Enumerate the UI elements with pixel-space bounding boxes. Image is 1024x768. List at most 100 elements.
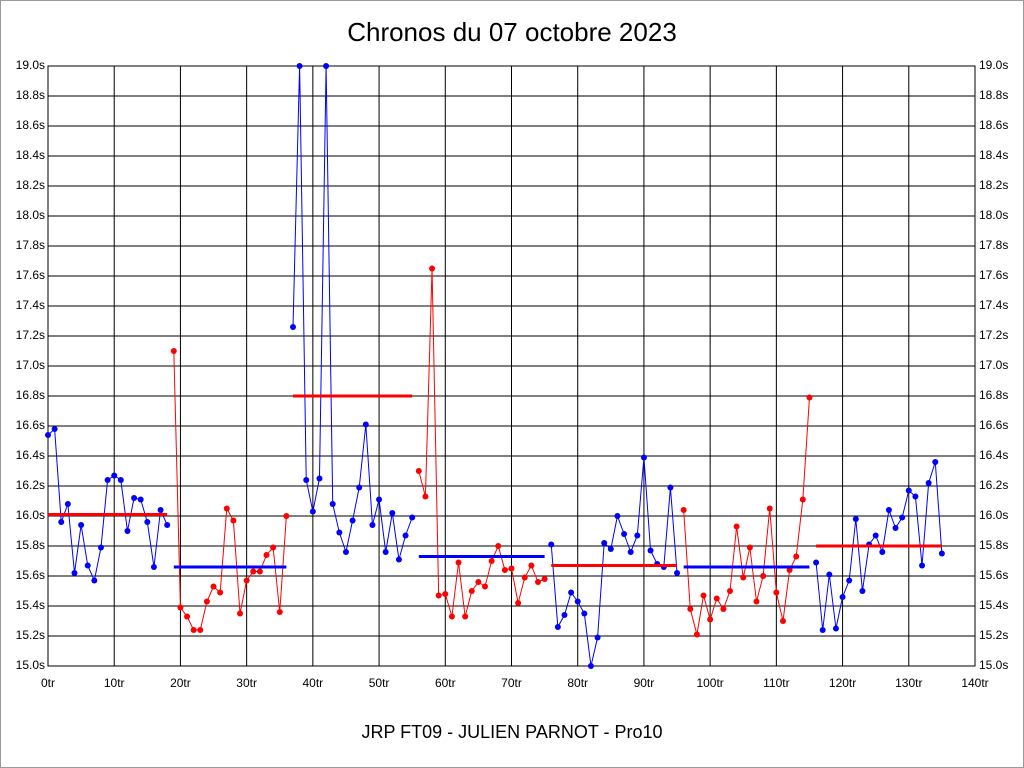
data-point <box>647 547 654 554</box>
data-point <box>852 516 859 522</box>
data-point <box>164 522 171 528</box>
data-point <box>283 513 290 519</box>
y-tick-label-right: 17.2s <box>979 328 1008 342</box>
data-point <box>382 549 389 555</box>
data-point <box>217 589 224 596</box>
x-tick-label: 100tr <box>696 676 723 690</box>
data-point <box>190 627 197 633</box>
y-tick-label-right: 17.0s <box>979 358 1008 372</box>
data-point <box>256 568 263 575</box>
y-tick-label-right: 15.0s <box>979 658 1008 672</box>
data-point <box>832 625 839 632</box>
data-point <box>263 552 270 558</box>
data-point <box>885 507 892 513</box>
y-tick-label-right: 18.2s <box>979 178 1008 192</box>
data-point <box>779 618 786 624</box>
data-point <box>64 501 71 507</box>
data-point <box>475 579 482 585</box>
y-tick-label-right: 17.8s <box>979 238 1008 252</box>
x-tick-label: 0tr <box>41 676 55 690</box>
data-point <box>448 613 455 620</box>
y-tick-label-right: 16.6s <box>979 418 1008 432</box>
data-point <box>184 613 191 620</box>
data-point <box>223 505 230 512</box>
data-point <box>45 432 51 438</box>
y-tick-label-right: 15.2s <box>979 628 1008 642</box>
data-point <box>508 565 515 572</box>
data-point <box>826 571 833 578</box>
data-point <box>819 627 826 633</box>
y-tick-label: 18.6s <box>16 118 45 132</box>
y-tick-label-right: 15.6s <box>979 568 1008 582</box>
data-point <box>389 510 396 516</box>
data-point <box>707 616 714 623</box>
data-point <box>349 517 356 524</box>
data-point <box>925 480 932 486</box>
data-point <box>528 562 535 569</box>
data-point <box>369 522 376 528</box>
data-point <box>157 507 164 513</box>
data-point <box>799 496 806 503</box>
y-tick-label: 19.0s <box>16 58 45 72</box>
data-point <box>289 324 296 330</box>
y-tick-label: 15.8s <box>16 538 45 552</box>
data-point <box>621 531 628 537</box>
y-tick-label-right: 15.4s <box>979 598 1008 612</box>
data-point <box>813 559 820 566</box>
data-point <box>614 513 621 519</box>
data-point <box>733 523 740 530</box>
data-point <box>309 508 316 515</box>
y-tick-label-right: 16.2s <box>979 478 1008 492</box>
y-tick-label: 16.4s <box>16 448 45 462</box>
data-point <box>124 528 131 534</box>
data-point <box>753 598 760 605</box>
data-point <box>640 454 647 461</box>
data-point <box>237 610 244 617</box>
data-point <box>243 577 250 584</box>
data-point <box>270 544 277 551</box>
data-point <box>104 477 111 483</box>
chart-title: Chronos du 07 octobre 2023 <box>347 17 677 47</box>
data-point <box>561 612 568 618</box>
data-point <box>84 562 91 569</box>
data-point <box>144 519 151 525</box>
data-point <box>468 588 475 594</box>
data-point <box>760 573 767 579</box>
data-point <box>919 562 926 569</box>
data-point <box>482 583 489 590</box>
data-point <box>515 600 522 606</box>
data-point <box>429 265 436 272</box>
data-point <box>720 606 727 612</box>
data-point <box>521 574 528 581</box>
x-tick-label: 80tr <box>567 676 588 690</box>
y-tick-label: 17.4s <box>16 298 45 312</box>
data-point <box>879 549 886 555</box>
data-point <box>746 544 753 551</box>
x-tick-label: 20tr <box>170 676 191 690</box>
data-point <box>905 487 912 494</box>
data-point <box>276 609 283 615</box>
data-point <box>329 501 336 507</box>
data-point <box>51 426 58 432</box>
data-point <box>150 564 157 570</box>
data-point <box>91 577 98 584</box>
data-point <box>892 525 899 531</box>
x-tick-label: 130tr <box>895 676 922 690</box>
data-point <box>111 472 118 479</box>
data-point <box>846 577 853 584</box>
y-tick-label-right: 16.4s <box>979 448 1008 462</box>
data-point <box>402 532 409 539</box>
data-point <box>58 519 65 525</box>
data-point <box>740 574 747 581</box>
y-tick-label-right: 19.0s <box>979 58 1008 72</box>
data-point <box>170 348 177 354</box>
x-tick-label: 50tr <box>369 676 390 690</box>
data-point <box>727 588 734 594</box>
data-point <box>700 592 707 599</box>
y-tick-label: 15.0s <box>16 658 45 672</box>
y-tick-label: 18.0s <box>16 208 45 222</box>
data-point <box>839 594 846 600</box>
y-tick-label-right: 16.0s <box>979 508 1008 522</box>
series-line <box>683 397 810 635</box>
data-point <box>210 583 217 590</box>
